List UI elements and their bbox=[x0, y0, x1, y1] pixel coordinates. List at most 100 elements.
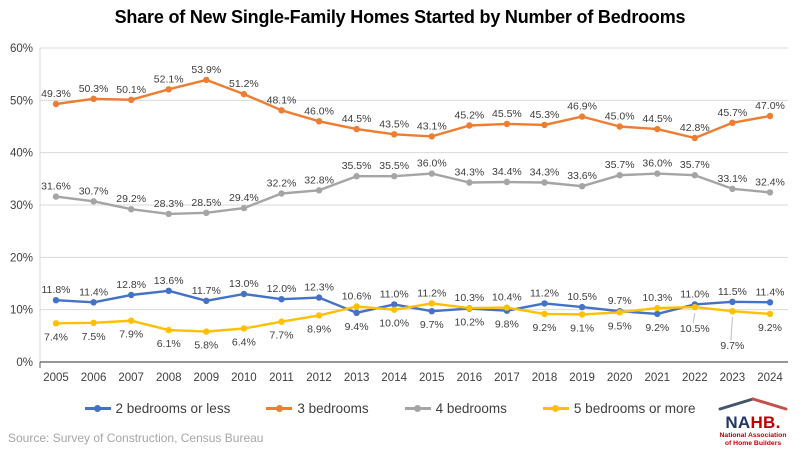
data-label-5-bedrooms-or-more: 8.9% bbox=[307, 323, 331, 335]
data-point-4-bedrooms bbox=[391, 173, 398, 180]
data-label-3-bedrooms: 43.1% bbox=[417, 120, 447, 132]
data-point-4-bedrooms bbox=[278, 190, 285, 197]
nahb-logo-tagline: National Association of Home Builders bbox=[719, 432, 787, 447]
data-point-2-bedrooms-or-less bbox=[203, 297, 210, 304]
data-point-4-bedrooms bbox=[541, 179, 548, 186]
data-label-5-bedrooms-or-more: 11.2% bbox=[417, 287, 446, 299]
data-point-4-bedrooms bbox=[729, 185, 736, 192]
x-tick-label: 2009 bbox=[194, 372, 220, 384]
data-point-4-bedrooms bbox=[503, 178, 511, 186]
data-point-4-bedrooms bbox=[578, 183, 586, 190]
chart-legend: 2 bedrooms or less 3 bedrooms 4 bedrooms… bbox=[0, 401, 780, 416]
data-label-3-bedrooms: 45.3% bbox=[530, 109, 560, 121]
data-label-5-bedrooms-or-more: 9.2% bbox=[533, 322, 557, 334]
data-point-5-bedrooms-or-more bbox=[691, 303, 698, 311]
data-point-3-bedrooms bbox=[578, 113, 586, 120]
data-point-4-bedrooms bbox=[203, 209, 210, 216]
data-label-4-bedrooms: 36.0% bbox=[417, 158, 447, 170]
data-point-2-bedrooms-or-less bbox=[428, 308, 435, 315]
data-label-2-bedrooms-or-less: 9.8% bbox=[495, 319, 519, 331]
data-point-4-bedrooms bbox=[691, 172, 698, 179]
data-label-4-bedrooms: 32.2% bbox=[267, 178, 297, 190]
legend-item-5-bedrooms-or-more: 5 bedrooms or more bbox=[542, 401, 695, 416]
data-point-5-bedrooms-or-more bbox=[353, 303, 360, 310]
y-tick-label: 50% bbox=[10, 95, 33, 107]
data-point-3-bedrooms bbox=[240, 90, 248, 98]
line-chart: 0% 10% 20% 30% 40% 50% 60% 2005 2006 2007 2008 2009… bbox=[10, 43, 788, 384]
data-point-5-bedrooms-or-more bbox=[541, 310, 548, 318]
y-tick-label: 60% bbox=[10, 43, 33, 55]
source-note: Source: Survey of Construction, Census B… bbox=[8, 431, 264, 445]
x-tick-label: 2012 bbox=[306, 372, 332, 384]
data-label-3-bedrooms: 45.2% bbox=[455, 110, 485, 122]
data-label-4-bedrooms: 35.7% bbox=[680, 159, 710, 171]
data-point-3-bedrooms bbox=[729, 119, 736, 127]
x-tick-label: 2013 bbox=[344, 372, 370, 384]
data-label-4-bedrooms: 32.4% bbox=[755, 176, 785, 188]
x-tick-label: 2017 bbox=[494, 372, 520, 384]
data-point-2-bedrooms-or-less bbox=[90, 299, 97, 306]
data-label-5-bedrooms-or-more: 5.8% bbox=[194, 340, 218, 352]
y-tick-label: 20% bbox=[10, 252, 33, 264]
x-tick-label: 2014 bbox=[381, 372, 407, 384]
data-point-3-bedrooms bbox=[278, 107, 285, 114]
data-point-3-bedrooms bbox=[315, 118, 323, 125]
data-label-4-bedrooms: 35.7% bbox=[605, 159, 635, 171]
data-label-5-bedrooms-or-more: 7.7% bbox=[270, 330, 294, 342]
data-point-3-bedrooms bbox=[165, 86, 172, 93]
data-label-4-bedrooms: 33.6% bbox=[567, 170, 597, 182]
data-label-4-bedrooms: 30.7% bbox=[79, 185, 109, 197]
roof-icon bbox=[718, 397, 788, 411]
data-point-5-bedrooms-or-more bbox=[428, 300, 435, 307]
series-line-5-bedrooms-or-more bbox=[54, 302, 772, 333]
data-point-2-bedrooms-or-less bbox=[729, 298, 736, 305]
x-tick-label: 2011 bbox=[269, 372, 294, 384]
data-point-5-bedrooms-or-more bbox=[616, 309, 623, 316]
data-label-4-bedrooms: 31.6% bbox=[41, 181, 71, 193]
data-label-5-bedrooms-or-more: 9.5% bbox=[608, 320, 632, 332]
y-tick-label: 10% bbox=[10, 305, 33, 317]
data-label-4-bedrooms: 34.3% bbox=[530, 167, 560, 179]
data-label-2-bedrooms-or-less: 11.0% bbox=[680, 288, 709, 300]
data-point-2-bedrooms-or-less bbox=[353, 309, 360, 316]
data-point-5-bedrooms-or-more bbox=[278, 318, 285, 325]
data-label-3-bedrooms: 50.1% bbox=[116, 84, 146, 96]
data-label-4-bedrooms: 32.8% bbox=[304, 174, 334, 186]
data-label-2-bedrooms-or-less: 10.2% bbox=[455, 317, 485, 329]
x-tick-label: 2007 bbox=[118, 372, 144, 384]
data-point-5-bedrooms-or-more bbox=[578, 311, 586, 318]
data-point-5-bedrooms-or-more bbox=[90, 319, 97, 326]
data-point-5-bedrooms-or-more bbox=[729, 308, 736, 315]
data-point-3-bedrooms bbox=[766, 112, 774, 120]
data-point-4-bedrooms bbox=[353, 173, 360, 180]
data-label-3-bedrooms: 48.1% bbox=[267, 94, 297, 106]
data-point-4-bedrooms bbox=[128, 206, 135, 213]
data-point-5-bedrooms-or-more bbox=[766, 310, 774, 318]
label-leader-line bbox=[692, 313, 696, 324]
data-point-3-bedrooms bbox=[503, 120, 511, 128]
data-point-4-bedrooms bbox=[165, 210, 172, 218]
data-point-2-bedrooms-or-less bbox=[391, 301, 398, 308]
data-label-2-bedrooms-or-less: 12.8% bbox=[116, 279, 146, 291]
x-tick-label: 2008 bbox=[156, 372, 182, 384]
data-label-2-bedrooms-or-less: 13.6% bbox=[154, 275, 184, 287]
x-tick-label: 2016 bbox=[457, 372, 483, 384]
data-point-3-bedrooms bbox=[466, 122, 473, 129]
data-point-2-bedrooms-or-less bbox=[128, 291, 135, 299]
data-point-3-bedrooms bbox=[654, 125, 661, 133]
data-point-4-bedrooms bbox=[52, 193, 60, 200]
data-point-3-bedrooms bbox=[428, 133, 435, 140]
y-tick-label: 30% bbox=[10, 200, 33, 212]
data-label-5-bedrooms-or-more: 7.5% bbox=[82, 331, 106, 343]
data-label-4-bedrooms: 34.3% bbox=[455, 167, 485, 179]
legend-marker-icon bbox=[84, 405, 111, 413]
data-label-5-bedrooms-or-more: 10.6% bbox=[342, 291, 372, 303]
data-label-2-bedrooms-or-less: 11.8% bbox=[42, 284, 71, 296]
data-point-5-bedrooms-or-more bbox=[654, 304, 661, 312]
data-point-4-bedrooms bbox=[90, 198, 97, 205]
nahb-logo-text: NAHB. bbox=[725, 413, 781, 432]
legend-label: 4 bedrooms bbox=[435, 401, 507, 416]
data-point-2-bedrooms-or-less bbox=[578, 303, 586, 311]
chart-title: Share of New Single-Family Homes Started… bbox=[114, 7, 686, 27]
